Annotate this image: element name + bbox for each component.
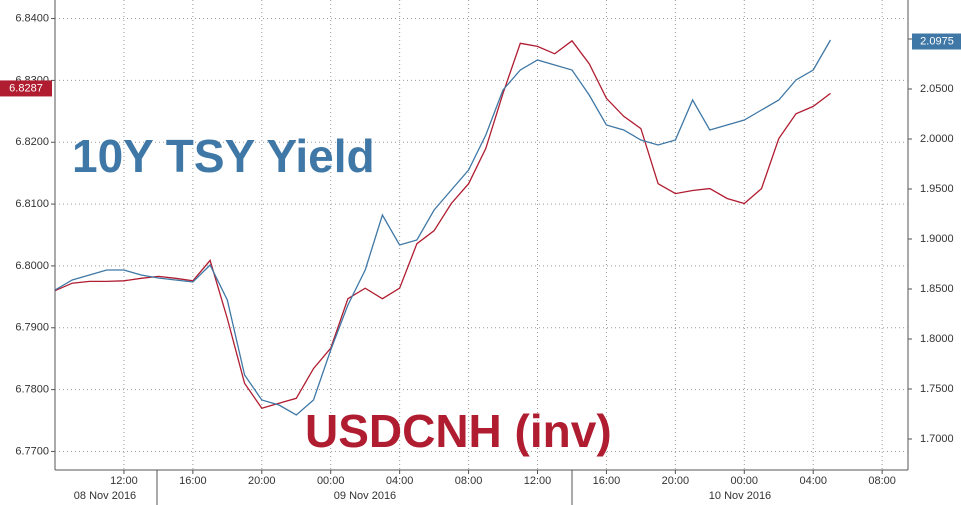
last-value-tag: 2.0975: [912, 33, 961, 50]
y-tick-label: 6.7900: [15, 322, 49, 334]
y2-tick-label: 2.0000: [920, 133, 954, 145]
y2-tick-label: 1.7500: [920, 383, 954, 395]
x-tick-label: 16:00: [179, 475, 207, 487]
y-tick-label: 6.8100: [15, 198, 49, 210]
series-annotation: USDCNH (inv): [305, 405, 612, 457]
y2-tick-label: 1.9000: [920, 233, 954, 245]
y-tick-label: 6.7800: [15, 384, 49, 396]
x-tick-label: 00:00: [731, 475, 759, 487]
date-label: 09 Nov 2016: [334, 490, 396, 502]
x-tick-label: 20:00: [662, 475, 690, 487]
date-label: 08 Nov 2016: [74, 490, 136, 502]
y2-tick-label: 1.8000: [920, 333, 954, 345]
x-tick-label: 12:00: [524, 475, 552, 487]
y-tick-label: 6.8000: [15, 260, 49, 272]
x-tick-label: 12:00: [110, 475, 138, 487]
x-tick-label: 04:00: [386, 475, 414, 487]
y2-tick-label: 1.9500: [920, 183, 954, 195]
last-value-tag: 6.8287: [0, 80, 52, 97]
series-line: [54, 39, 831, 409]
x-tick-label: 04:00: [799, 475, 827, 487]
tag-label: 6.8287: [9, 82, 43, 94]
x-tick-label: 08:00: [868, 475, 896, 487]
series-annotation: 10Y TSY Yield: [72, 130, 375, 182]
series-line: [54, 39, 832, 416]
tag-label: 2.0975: [920, 35, 954, 47]
x-tick-label: 08:00: [455, 475, 483, 487]
x-tick-label: 00:00: [317, 475, 345, 487]
y2-tick-label: 1.7000: [920, 433, 954, 445]
tag-box: [0, 80, 52, 97]
y2-tick-label: 2.0500: [920, 83, 954, 95]
y2-tick-label: 1.8500: [920, 283, 954, 295]
y-tick-label: 6.8200: [15, 136, 49, 148]
tag-box: [912, 33, 961, 50]
x-tick-label: 20:00: [248, 475, 276, 487]
date-label: 10 Nov 2016: [709, 490, 771, 502]
y-tick-label: 6.8400: [15, 12, 49, 24]
x-tick-label: 16:00: [593, 475, 621, 487]
y-tick-label: 6.7700: [15, 445, 49, 457]
